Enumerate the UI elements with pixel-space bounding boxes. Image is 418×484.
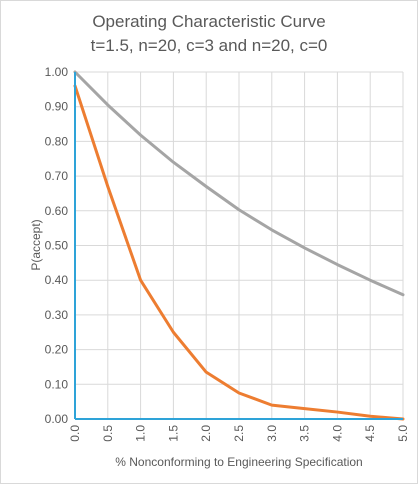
- x-tick-label: 4.5: [363, 425, 377, 442]
- y-tick-label: 0.00: [45, 412, 69, 426]
- y-tick-label: 0.70: [45, 169, 69, 183]
- x-tick-label: 5.0: [396, 425, 410, 442]
- y-tick-label: 0.30: [45, 308, 69, 322]
- x-axis-label: % Nonconforming to Engineering Specifica…: [115, 455, 362, 469]
- y-tick-label: 1.00: [45, 65, 69, 79]
- x-tick-label: 4.0: [330, 425, 344, 442]
- x-tick-labels: 0.0 0.5 1.0 1.5 2.0 2.5 3.0 3.5 4.0 4.5 5.0: [68, 425, 410, 442]
- y-tick-label: 0.60: [45, 204, 69, 218]
- y-tick-label: 0.90: [45, 100, 69, 114]
- axes: [74, 72, 403, 420]
- y-tick-label: 0.40: [45, 273, 69, 287]
- chart-subtitle: t=1.5, n=20, c=3 and n=20, c=0: [90, 36, 328, 55]
- gridlines: [74, 71, 404, 420]
- series-lines: [73, 70, 405, 421]
- x-tick-label: 0.0: [68, 425, 82, 442]
- series-line-1: [73, 70, 405, 297]
- y-tick-label: 0.80: [45, 134, 69, 148]
- x-tick-label: 1.5: [166, 425, 180, 442]
- x-tick-label: 0.5: [101, 425, 115, 442]
- x-tick-label: 3.5: [298, 425, 312, 442]
- x-tick-label: 2.0: [199, 425, 213, 442]
- y-axis-label: P(accept): [29, 219, 43, 270]
- y-tick-label: 0.50: [45, 239, 69, 253]
- series-line-2: [73, 84, 405, 421]
- y-tick-label: 0.10: [45, 377, 69, 391]
- x-tick-label: 1.0: [134, 425, 148, 442]
- x-tick-label: 3.0: [265, 425, 279, 442]
- x-tick-label: 2.5: [232, 425, 246, 442]
- y-tick-labels: 0.00 0.10 0.20 0.30 0.40 0.50 0.60 0.70 0.80 0.90…: [45, 65, 69, 426]
- y-tick-label: 0.20: [45, 343, 69, 357]
- chart-title: Operating Characteristic Curve: [92, 12, 326, 31]
